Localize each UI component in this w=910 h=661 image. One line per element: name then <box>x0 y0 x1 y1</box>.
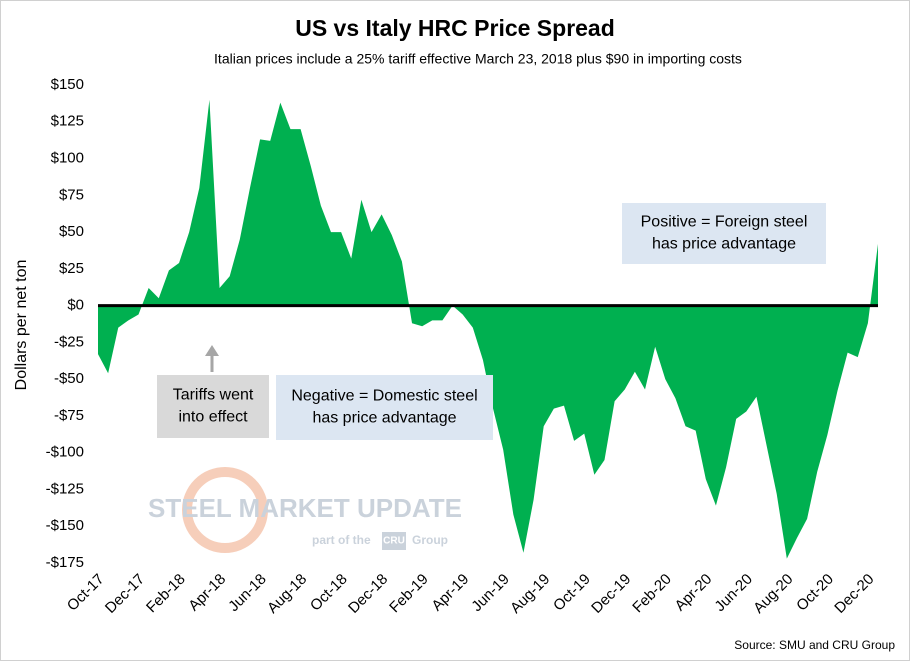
y-tick-label: -$75 <box>54 407 84 424</box>
y-tick-label: -$175 <box>46 554 84 571</box>
y-tick-label: -$25 <box>54 333 84 350</box>
y-tick-label: -$50 <box>54 370 84 387</box>
chart-title: US vs Italy HRC Price Spread <box>295 15 615 41</box>
watermark: STEEL MARKET UPDATE part of the CRU Grou… <box>148 467 462 553</box>
y-tick-label: $125 <box>51 113 84 130</box>
watermark-logo <box>182 467 268 553</box>
y-tick-label: $100 <box>51 150 84 167</box>
watermark-name: STEEL MARKET UPDATE <box>148 493 462 523</box>
watermark-group: Group <box>412 533 448 547</box>
y-tick-label: $0 <box>67 297 84 314</box>
watermark-tagline: part of the <box>312 533 371 547</box>
annotation-text: Tariffs went <box>173 387 254 404</box>
annotation-text: Positive = Foreign steel <box>641 214 808 231</box>
annotation-box <box>622 203 826 264</box>
annotation-text: has price advantage <box>312 410 456 427</box>
y-tick-label: $150 <box>51 76 84 93</box>
watermark-brand: CRU <box>383 536 405 547</box>
source: Source: SMU and CRU Group <box>734 638 895 652</box>
y-tick-label: $50 <box>59 223 84 240</box>
annotation-box <box>276 375 493 440</box>
annotation-text: Negative = Domestic steel <box>291 388 477 405</box>
y-tick-label: -$150 <box>46 517 84 534</box>
annotation-text: has price advantage <box>652 236 796 253</box>
annotation-arrowhead <box>205 345 219 356</box>
y-tick-label: $75 <box>59 186 84 203</box>
y-axis-label: Dollars per net ton <box>13 260 30 391</box>
annotation-box <box>157 375 269 438</box>
y-tick-label: -$100 <box>46 444 84 461</box>
annotation-text: into effect <box>178 409 248 426</box>
y-tick-label: $25 <box>59 260 84 277</box>
y-tick-label: -$125 <box>46 480 84 497</box>
area <box>98 99 878 559</box>
watermark-brand-box <box>382 532 406 550</box>
chart-subtitle: Italian prices include a 25% tariff effe… <box>214 51 742 67</box>
